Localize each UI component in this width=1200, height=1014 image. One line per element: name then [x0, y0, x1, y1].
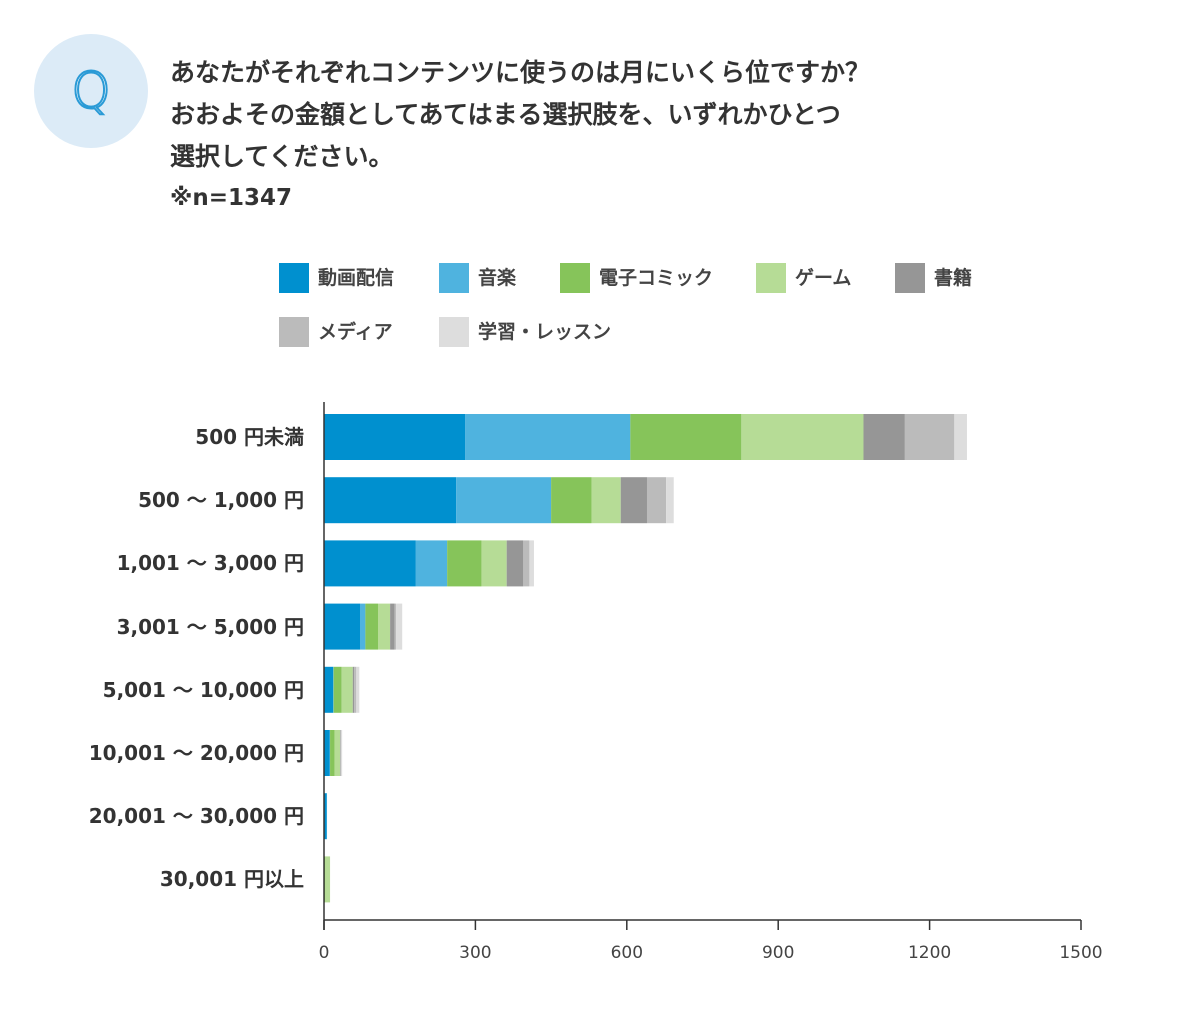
legend-swatch — [895, 263, 925, 293]
bar-segment — [456, 477, 552, 524]
legend-swatch — [439, 317, 469, 347]
bar-segment — [365, 603, 378, 650]
bar-segment — [506, 540, 524, 587]
bar-segment — [341, 666, 353, 713]
bar-segment — [666, 477, 674, 524]
bar-segment — [326, 793, 328, 840]
bar-segment — [523, 540, 530, 587]
bar-segment — [324, 666, 334, 713]
legend-label: 学習・レッスン — [478, 321, 612, 343]
bar-segment — [356, 666, 360, 713]
category-label: 30,001 円以上 — [159, 867, 304, 892]
bar-segment — [324, 540, 416, 587]
legend-label: 音楽 — [478, 267, 517, 289]
question-badge: Q — [34, 34, 148, 148]
bar-segment — [646, 477, 667, 524]
bar-segment — [394, 603, 397, 650]
bar-segment — [352, 666, 355, 713]
bar-segment — [396, 603, 403, 650]
bar-segment — [630, 414, 742, 460]
bar-segment — [354, 666, 357, 713]
legend-label: メディア — [318, 321, 393, 343]
bar-segment — [340, 730, 341, 776]
bar-segment — [551, 477, 592, 524]
category-label: 1,001 〜 3,000 円 — [116, 551, 304, 576]
bar-segment — [341, 730, 343, 776]
bar-segment — [465, 414, 631, 460]
category-label: 3,001 〜 5,000 円 — [116, 614, 304, 639]
bar-segment — [447, 540, 482, 587]
bar-segment — [904, 414, 955, 460]
bar-segment — [591, 477, 621, 524]
question-line-2: おおよその金額としてあてはまる選択肢を、いずれかひとつ — [170, 100, 841, 129]
bar-segment — [324, 793, 327, 840]
bar-segment — [330, 730, 335, 776]
bar-segment — [954, 414, 967, 460]
bar-segment — [481, 540, 507, 587]
x-tick-label: 600 — [611, 943, 643, 963]
x-tick-label: 1200 — [908, 943, 951, 963]
legend-swatch — [279, 263, 309, 293]
question-badge-letter: Q — [70, 61, 111, 121]
bar-segment — [325, 856, 331, 903]
question-block: あなたがそれぞれコンテンツに使うのは月にいくら位ですか？ おおよその金額としてあ… — [170, 52, 1150, 216]
category-label: 20,001 〜 30,000 円 — [88, 804, 304, 829]
bar-segment — [360, 603, 366, 650]
question-line-3: 選択してください。 — [170, 142, 394, 171]
bar-segment — [324, 414, 466, 460]
legend-swatch — [279, 317, 309, 347]
axes-group: 0 300 600 900 1200 1500 — [319, 402, 1103, 963]
bar-segment — [329, 730, 331, 776]
bar-segment — [333, 666, 334, 713]
sample-size: ※n=1347 — [170, 185, 293, 211]
x-tick-label: 1500 — [1059, 943, 1102, 963]
bar-segment — [377, 603, 391, 650]
category-label: 10,001 〜 20,000 円 — [88, 741, 304, 765]
x-tick-label: 300 — [459, 943, 491, 963]
bar-segment — [340, 730, 342, 776]
legend-label: ゲーム — [795, 267, 852, 289]
bar-segment — [324, 477, 457, 524]
x-tick-label: 0 — [319, 943, 330, 963]
legend-label: 動画配信 — [318, 267, 395, 289]
bar-segment — [863, 414, 905, 460]
bar-segment — [334, 730, 341, 776]
bar-segment — [333, 666, 342, 713]
category-label: 500 円未満 — [195, 425, 304, 449]
bar-segment — [741, 414, 864, 460]
legend-label: 電子コミック — [599, 267, 714, 289]
x-tick-label: 900 — [762, 943, 794, 963]
bar-segment — [620, 477, 647, 524]
bar-segment — [529, 540, 534, 587]
question-line-1: あなたがそれぞれコンテンツに使うのは月にいくら位ですか？ — [170, 58, 871, 87]
legend-swatch — [439, 263, 469, 293]
bars-group — [324, 414, 967, 903]
bar-segment — [415, 540, 448, 587]
bar-segment — [324, 603, 361, 650]
legend-label: 書籍 — [934, 267, 973, 289]
bar-segment — [390, 603, 395, 650]
category-label: 5,001 〜 10,000 円 — [102, 677, 304, 702]
bar-segment — [324, 730, 330, 776]
legend-swatch — [756, 263, 786, 293]
category-label: 500 〜 1,000 円 — [138, 488, 304, 513]
legend-swatch — [560, 263, 590, 293]
